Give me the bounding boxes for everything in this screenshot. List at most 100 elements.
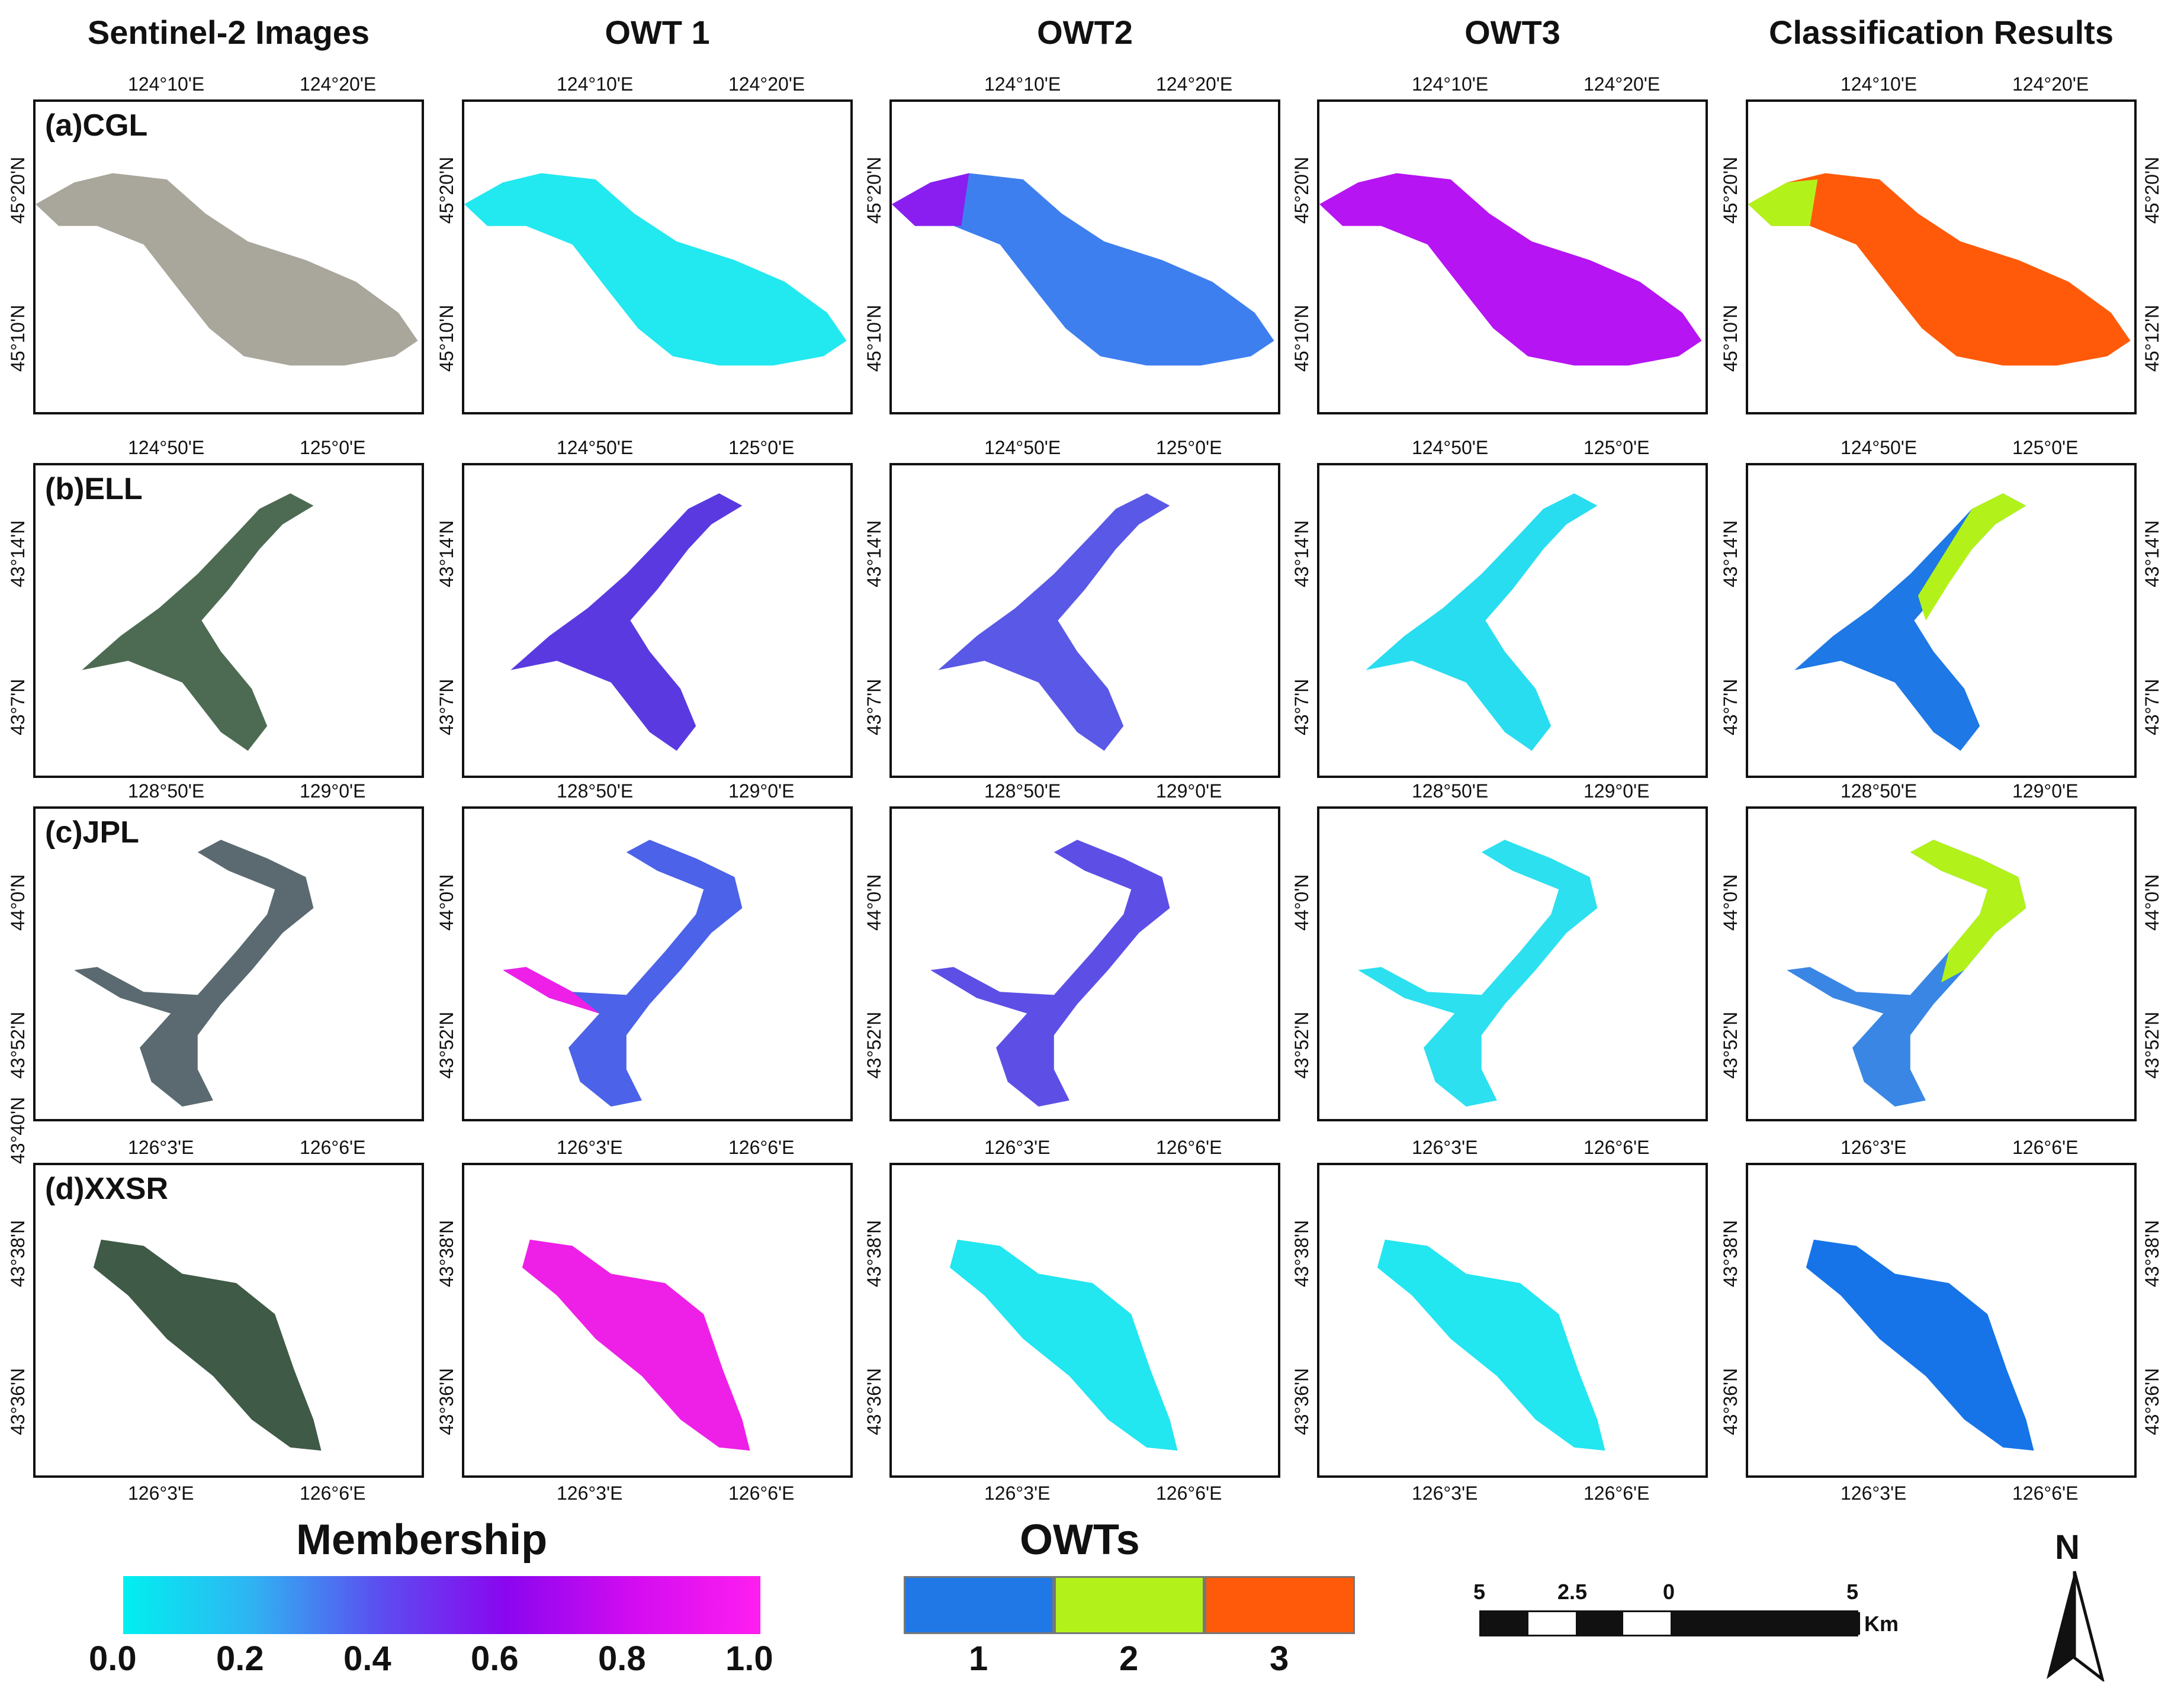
scale-bar-segment (1576, 1612, 1623, 1635)
latitude-tick: 43°7'N (1291, 678, 1312, 735)
map-panel (1317, 99, 1708, 414)
scale-tick: 2.5 (1557, 1580, 1588, 1604)
latitude-tick: 43°52'N (436, 1011, 457, 1079)
lake-map (892, 173, 1274, 366)
lake-map (1787, 840, 2026, 1107)
longitude-tick: 126°6'E (1584, 1137, 1650, 1158)
latitude-tick: 43°36'N (863, 1368, 885, 1435)
longitude-tick: 129°0'E (2012, 780, 2079, 802)
map-panel (462, 806, 853, 1121)
latitude-tick: 45°20'N (1720, 156, 1741, 224)
latitude-tick: 45°12'N (2141, 304, 2163, 372)
lake-shape (1366, 493, 1598, 751)
membership-tick: 0.0 (89, 1639, 137, 1678)
map-panel (33, 806, 424, 1121)
map-panel (1317, 1163, 1708, 1478)
lake-map (1794, 493, 2026, 751)
lake-map (949, 1239, 1178, 1451)
longitude-tick: 126°6'E (2012, 1483, 2079, 1504)
column-title: Sentinel-2 Images (87, 14, 370, 51)
scale-bar-segment (1481, 1612, 1528, 1635)
latitude-tick: 43°36'N (1291, 1368, 1312, 1435)
latitude-tick: 43°7'N (863, 678, 885, 735)
map-panel (33, 99, 424, 414)
latitude-tick: 43°36'N (1720, 1368, 1741, 1435)
membership-tick: 0.4 (343, 1639, 391, 1678)
lake-map (82, 493, 314, 751)
longitude-tick: 126°3'E (984, 1483, 1051, 1504)
lake-shape (503, 840, 743, 1107)
longitude-tick: 128°50'E (128, 780, 205, 802)
class-2-region (1910, 840, 2026, 983)
latitude-tick: 43°52'N (7, 1011, 28, 1079)
latitude-tick: 43°38'N (7, 1220, 28, 1287)
lake-map (36, 173, 418, 366)
longitude-tick: 129°0'E (728, 780, 795, 802)
longitude-tick: 125°0'E (728, 437, 795, 458)
longitude-tick: 125°0'E (2012, 437, 2079, 458)
latitude-tick: 43°7'N (7, 678, 28, 735)
latitude-tick: 43°14'N (7, 520, 28, 587)
lake-map (1377, 1239, 1605, 1451)
map-panel (889, 99, 1280, 414)
longitude-tick: 129°0'E (1156, 780, 1222, 802)
lake-shape (1748, 173, 2131, 366)
lake-shape (892, 173, 1274, 366)
latitude-tick: 43°52'N (1720, 1011, 1741, 1079)
latitude-tick: 45°10'N (436, 304, 457, 372)
lake-map (1748, 173, 2131, 366)
latitude-tick: 43°7'N (436, 678, 457, 735)
scale-bar-segment (1623, 1612, 1671, 1635)
longitude-tick: 126°3'E (1841, 1137, 1907, 1158)
latitude-tick: 45°20'N (1291, 156, 1312, 224)
owt-class-label: 3 (1270, 1639, 1289, 1678)
lake-map (1319, 173, 1702, 366)
latitude-tick: 45°20'N (2141, 156, 2163, 224)
lake-shape (522, 1239, 750, 1451)
latitude-tick: 43°36'N (436, 1368, 457, 1435)
lake-shape (949, 1239, 1178, 1451)
lake-shape (82, 493, 314, 751)
longitude-tick: 124°20'E (1584, 73, 1661, 95)
longitude-tick: 126°3'E (1841, 1483, 1907, 1504)
latitude-tick: 43°7'N (2141, 678, 2163, 735)
longitude-tick: 126°3'E (1412, 1483, 1478, 1504)
lake-map (1806, 1239, 2034, 1451)
longitude-tick: 126°3'E (1412, 1137, 1478, 1158)
longitude-tick: 124°20'E (728, 73, 805, 95)
latitude-tick: 44°0'N (1291, 874, 1312, 931)
row-label: (b)ELL (45, 472, 143, 506)
latitude-tick: 45°10'N (1720, 304, 1741, 372)
longitude-tick: 125°0'E (1156, 437, 1222, 458)
column-title: OWT3 (1464, 14, 1560, 51)
latitude-tick: 43°40'N (7, 1096, 28, 1164)
lake-shape (1358, 840, 1598, 1107)
owt-legend-title: OWTs (1020, 1516, 1140, 1564)
scale-tick: 5 (1473, 1580, 1486, 1604)
lake-shape (93, 1239, 322, 1451)
row-label: (a)CGL (45, 108, 148, 143)
map-panel (1317, 463, 1708, 778)
longitude-tick: 124°20'E (300, 73, 377, 95)
latitude-tick: 43°36'N (2141, 1368, 2163, 1435)
latitude-tick: 43°14'N (863, 520, 885, 587)
latitude-tick: 43°52'N (863, 1011, 885, 1079)
longitude-tick: 126°3'E (557, 1483, 623, 1504)
membership-region (503, 967, 600, 1014)
membership-tick: 1.0 (725, 1639, 773, 1678)
scale-bar (1479, 1610, 1860, 1636)
longitude-tick: 124°50'E (984, 437, 1061, 458)
latitude-tick: 45°10'N (1291, 304, 1312, 372)
map-panel (462, 99, 853, 414)
lake-map (1358, 840, 1598, 1107)
map-panel (889, 1163, 1280, 1478)
longitude-tick: 124°10'E (984, 73, 1061, 95)
longitude-tick: 124°10'E (557, 73, 634, 95)
latitude-tick: 43°38'N (1720, 1220, 1741, 1287)
longitude-tick: 124°50'E (1841, 437, 1918, 458)
owt-swatch (1054, 1576, 1205, 1634)
class-2-region (1748, 179, 1818, 226)
longitude-tick: 129°0'E (1584, 780, 1650, 802)
longitude-tick: 126°3'E (128, 1483, 194, 1504)
lake-map (938, 493, 1170, 751)
